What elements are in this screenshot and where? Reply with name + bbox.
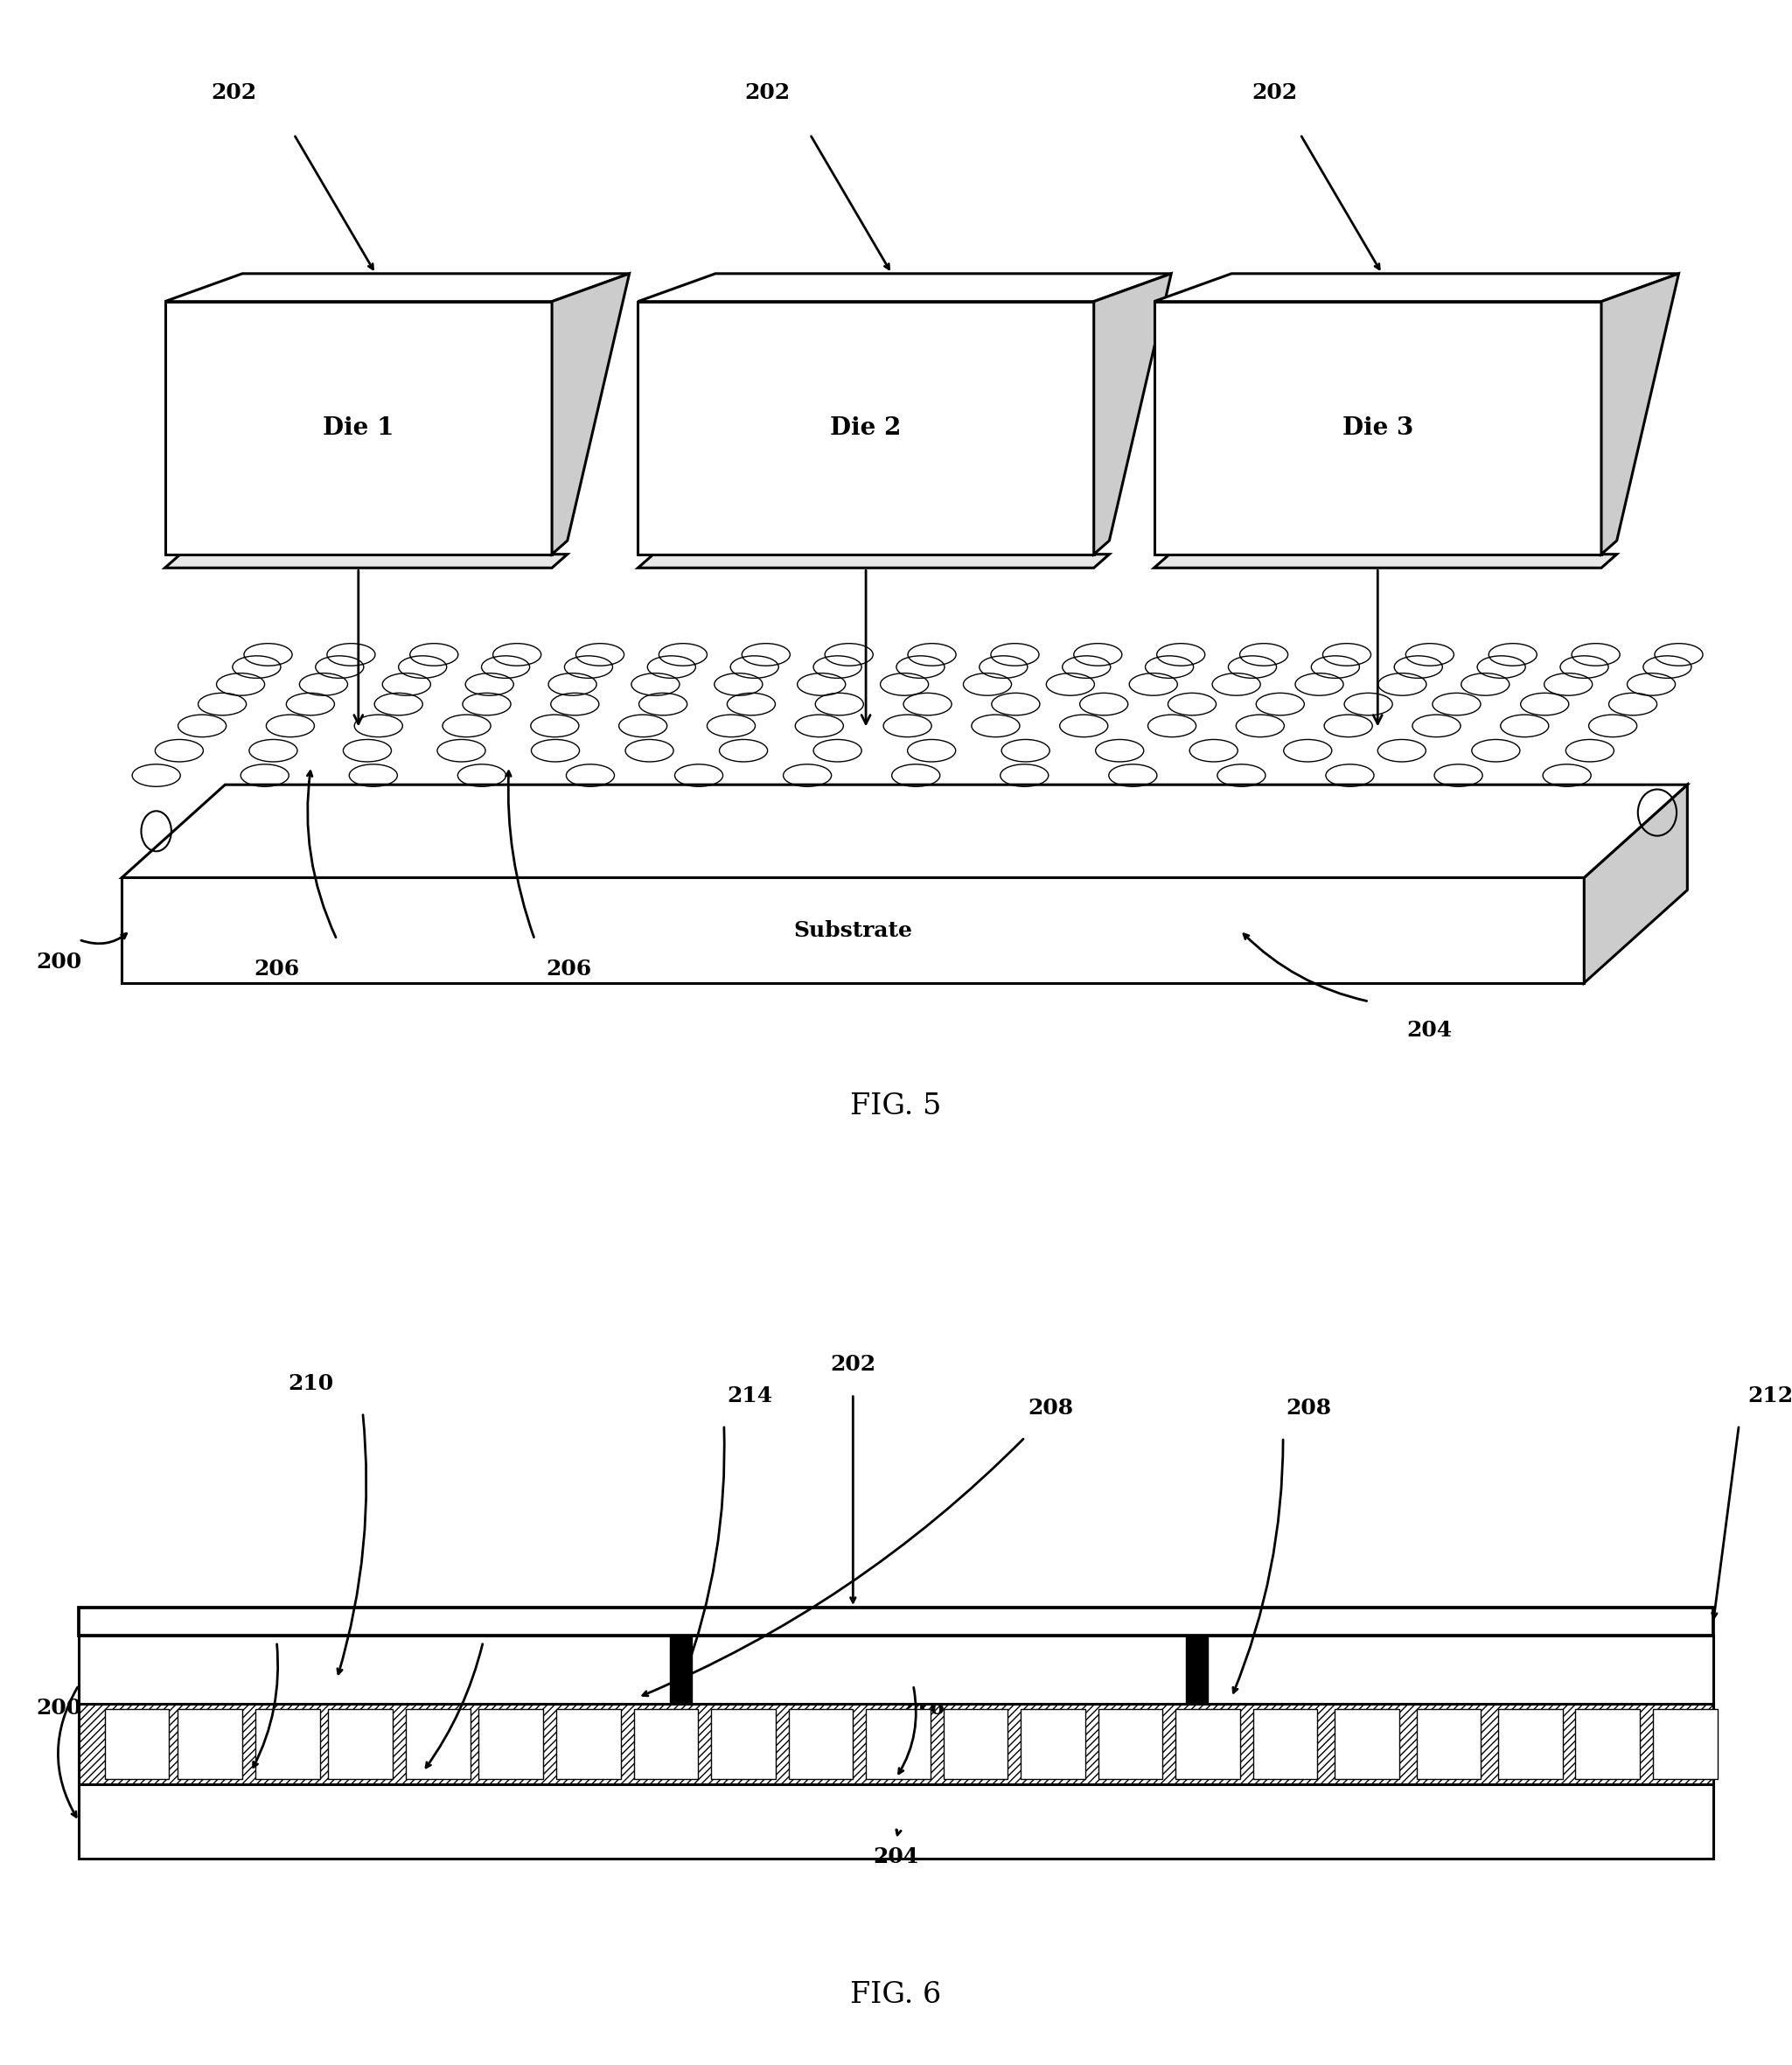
Bar — [478, 1710, 543, 1778]
Text: 202: 202 — [1251, 83, 1297, 103]
Bar — [1416, 1710, 1480, 1778]
Polygon shape — [1154, 301, 1602, 553]
Bar — [405, 1710, 470, 1778]
Bar — [1253, 1710, 1317, 1778]
Text: Substrate: Substrate — [794, 919, 912, 942]
Text: FIG. 5: FIG. 5 — [851, 1092, 941, 1121]
Bar — [670, 1635, 692, 1704]
Text: 204: 204 — [873, 1846, 919, 1867]
Bar — [943, 1710, 1007, 1778]
Text: 208: 208 — [1029, 1398, 1073, 1419]
Text: 206: 206 — [202, 1654, 247, 1675]
Text: 200: 200 — [36, 1697, 81, 1718]
Bar — [634, 1710, 699, 1778]
Text: 208: 208 — [1287, 1398, 1331, 1419]
Text: 216: 216 — [900, 1697, 944, 1718]
Bar — [1498, 1710, 1563, 1778]
Text: Die 1: Die 1 — [323, 415, 394, 440]
Bar — [104, 1710, 168, 1778]
Bar — [1335, 1710, 1400, 1778]
Text: 202: 202 — [744, 83, 790, 103]
Bar — [1021, 1710, 1086, 1778]
Polygon shape — [1154, 553, 1616, 568]
Bar — [328, 1710, 392, 1778]
Polygon shape — [1584, 785, 1688, 983]
Text: 206: 206 — [254, 958, 299, 979]
Bar — [177, 1710, 242, 1778]
Polygon shape — [165, 301, 552, 553]
Bar — [788, 1710, 853, 1778]
Polygon shape — [165, 553, 568, 568]
Text: Die 2: Die 2 — [830, 415, 901, 440]
Text: 212: 212 — [1747, 1386, 1792, 1406]
Polygon shape — [1154, 275, 1679, 301]
Bar — [254, 1710, 319, 1778]
Text: 200: 200 — [36, 952, 81, 973]
Text: 206: 206 — [547, 958, 591, 979]
Bar — [711, 1710, 776, 1778]
Text: 204: 204 — [1407, 1020, 1452, 1041]
Bar — [1652, 1710, 1717, 1778]
Text: 214: 214 — [728, 1386, 772, 1406]
Bar — [556, 1710, 620, 1778]
Bar — [79, 1607, 1713, 1635]
Polygon shape — [122, 878, 1584, 983]
Polygon shape — [122, 785, 1688, 878]
Text: FIG. 6: FIG. 6 — [851, 1980, 941, 2009]
Bar — [1186, 1635, 1208, 1704]
Polygon shape — [1093, 275, 1172, 553]
Polygon shape — [638, 301, 1093, 553]
Polygon shape — [638, 275, 1172, 301]
Polygon shape — [1602, 275, 1679, 553]
Bar — [79, 1784, 1713, 1858]
Text: 206: 206 — [486, 1654, 532, 1675]
Bar — [1575, 1710, 1640, 1778]
Polygon shape — [638, 553, 1109, 568]
Bar — [79, 1704, 1713, 1784]
Text: 202: 202 — [830, 1355, 876, 1375]
Text: 202: 202 — [211, 83, 256, 103]
Bar — [79, 1635, 1713, 1704]
Text: 210: 210 — [289, 1373, 333, 1394]
Bar — [1098, 1710, 1163, 1778]
Text: Die 3: Die 3 — [1342, 415, 1414, 440]
Bar — [866, 1710, 930, 1778]
Polygon shape — [165, 275, 629, 301]
Polygon shape — [552, 275, 629, 553]
Bar — [1176, 1710, 1240, 1778]
